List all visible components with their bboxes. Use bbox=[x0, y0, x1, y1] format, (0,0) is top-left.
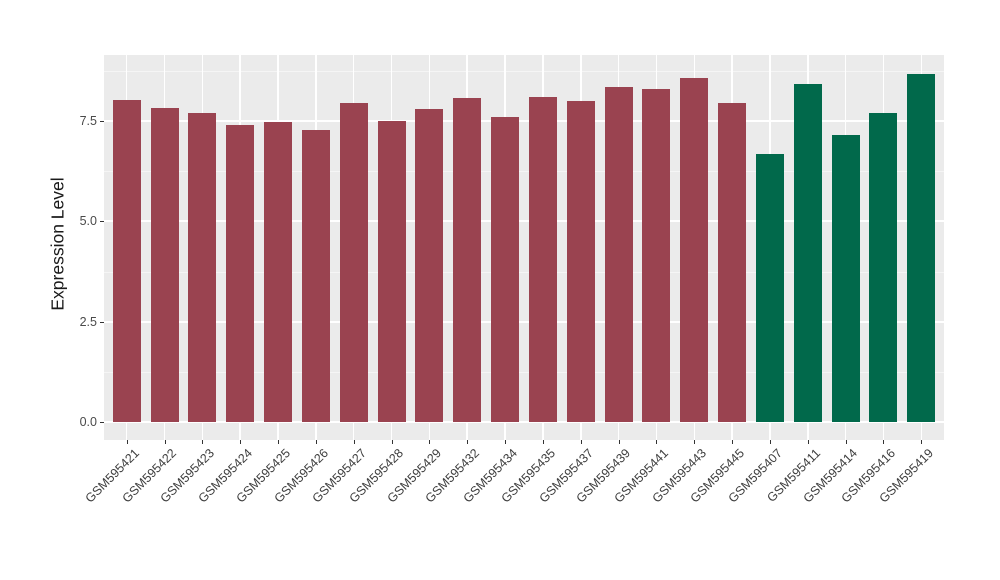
x-tick-mark bbox=[467, 440, 469, 444]
x-tick-mark bbox=[883, 440, 885, 444]
gridline-minor-horizontal bbox=[104, 70, 944, 72]
bar-GSM595443 bbox=[680, 78, 709, 422]
bar-GSM595419 bbox=[907, 73, 936, 422]
gridline-minor-horizontal bbox=[104, 171, 944, 173]
gridline-minor-horizontal bbox=[104, 371, 944, 373]
bar-GSM595414 bbox=[831, 135, 860, 422]
bar-GSM595411 bbox=[793, 84, 822, 422]
y-tick-label: 2.5 bbox=[79, 314, 97, 329]
y-axis-title: Expression Level bbox=[47, 177, 68, 311]
bar-GSM595435 bbox=[528, 96, 557, 422]
y-tick-mark bbox=[100, 422, 104, 423]
y-tick-label: 0.0 bbox=[79, 415, 97, 429]
x-tick-mark bbox=[580, 440, 582, 444]
bar-GSM595434 bbox=[491, 117, 520, 422]
x-tick-mark bbox=[656, 440, 658, 444]
bar-GSM595437 bbox=[566, 101, 595, 422]
bar-GSM595422 bbox=[150, 107, 179, 422]
y-tick-mark bbox=[100, 221, 104, 223]
x-tick-mark bbox=[315, 440, 317, 444]
x-tick-mark bbox=[618, 440, 620, 444]
bar-GSM595439 bbox=[604, 86, 633, 422]
x-tick-mark bbox=[505, 440, 507, 444]
bar-GSM595426 bbox=[301, 130, 330, 422]
x-tick-mark bbox=[542, 440, 544, 444]
gridline-major-horizontal bbox=[104, 120, 944, 123]
plot-panel bbox=[104, 55, 944, 440]
y-tick-label: 7.5 bbox=[79, 114, 97, 129]
x-tick-mark bbox=[202, 440, 204, 444]
x-tick-mark bbox=[807, 440, 809, 444]
gridline-minor-horizontal bbox=[104, 271, 944, 273]
x-tick-mark bbox=[391, 440, 393, 444]
bar-GSM595416 bbox=[869, 112, 898, 422]
bar-GSM595423 bbox=[188, 112, 217, 422]
bar-GSM595427 bbox=[339, 102, 368, 422]
bar-GSM595421 bbox=[112, 99, 141, 422]
bar-GSM595441 bbox=[642, 88, 671, 422]
x-tick-mark bbox=[732, 440, 734, 444]
x-tick-mark bbox=[164, 440, 166, 444]
x-tick-mark bbox=[845, 440, 847, 444]
x-tick-mark bbox=[126, 440, 128, 444]
bar-GSM595425 bbox=[264, 122, 293, 422]
gridline-major-horizontal bbox=[104, 421, 944, 423]
bar-GSM595429 bbox=[415, 108, 444, 422]
y-tick-label: 5.0 bbox=[79, 214, 97, 229]
bar-GSM595428 bbox=[377, 120, 406, 422]
x-tick-mark bbox=[240, 440, 242, 444]
gridline-major-horizontal bbox=[104, 220, 944, 223]
bar-GSM595445 bbox=[718, 102, 747, 422]
gridline-major-horizontal bbox=[104, 320, 944, 323]
x-tick-mark bbox=[921, 440, 923, 444]
bar-GSM595407 bbox=[755, 153, 784, 422]
y-tick-mark bbox=[100, 121, 104, 123]
bar-GSM595424 bbox=[226, 124, 255, 422]
y-tick-mark bbox=[100, 321, 104, 323]
bar-GSM595432 bbox=[453, 97, 482, 422]
x-tick-mark bbox=[694, 440, 696, 444]
x-tick-mark bbox=[278, 440, 280, 444]
x-tick-mark bbox=[769, 440, 771, 444]
x-tick-mark bbox=[429, 440, 431, 444]
x-tick-mark bbox=[353, 440, 355, 444]
